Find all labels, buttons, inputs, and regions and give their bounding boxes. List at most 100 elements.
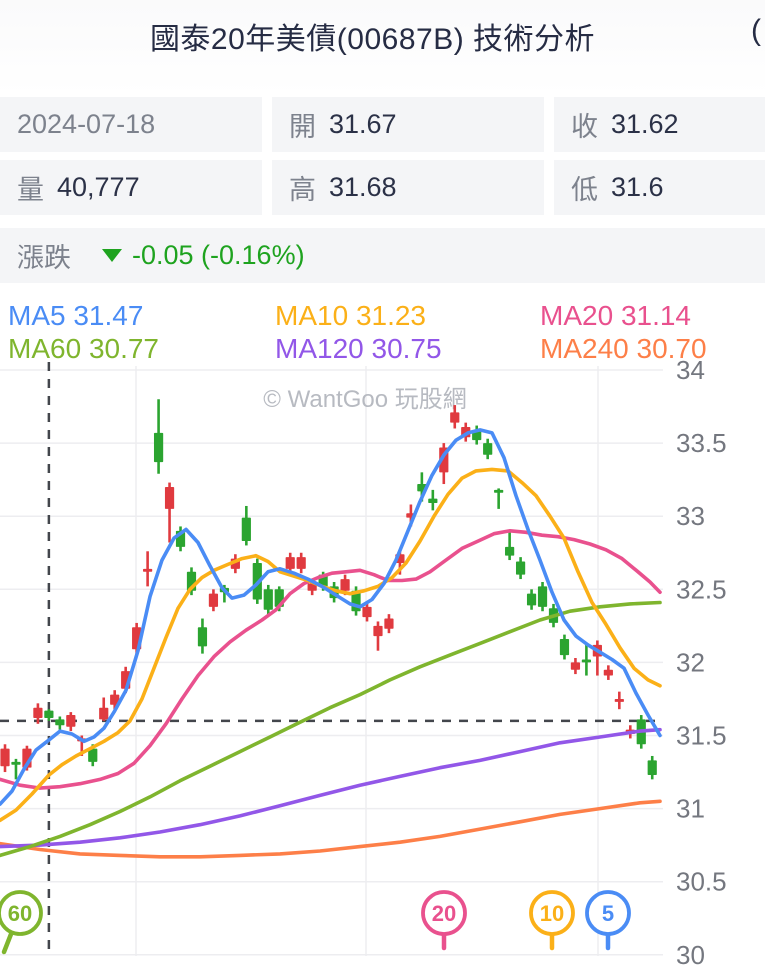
y-axis-label: 33.5 (676, 428, 727, 458)
quote-open-cell: 開 31.67 (272, 97, 544, 152)
candle-body[interactable] (99, 707, 109, 720)
ma120-value: 30.75 (371, 333, 442, 364)
ma-legend-item-ma240[interactable]: MA240 30.70 (540, 334, 765, 364)
ma-legend-item-ma60[interactable]: MA60 30.77 (8, 334, 275, 364)
change-label: 漲跌 (17, 243, 71, 273)
ma5-line[interactable] (0, 428, 662, 807)
candle-body[interactable] (559, 639, 570, 656)
ma-legend: MA5 31.47 MA10 31.23 MA20 31.14 MA60 30.… (8, 301, 765, 364)
ma120-line[interactable] (0, 727, 662, 849)
ma60-value: 30.77 (88, 333, 160, 364)
watermark: © WantGoo 玩股網 (263, 386, 467, 413)
y-axis-label: 30 (676, 940, 705, 967)
ma5-name: MA5 (8, 300, 66, 331)
y-axis-label: 33 (676, 501, 705, 531)
ma240-line[interactable] (0, 799, 662, 859)
high-label: 高 (289, 175, 316, 205)
candle-body[interactable] (340, 579, 350, 591)
candle-body[interactable] (241, 517, 251, 542)
ma-period-marker-circle (585, 890, 631, 936)
candle-body[interactable] (614, 698, 624, 702)
y-axis-label: 30.5 (676, 867, 727, 897)
quote-date: 2024-07-18 (17, 109, 156, 139)
y-axis-label: 32.5 (676, 574, 727, 604)
y-axis-label: 34 (676, 360, 705, 385)
close-label: 收 (571, 112, 598, 142)
ma-period-marker-circle (0, 890, 43, 936)
candle-body[interactable] (0, 748, 10, 767)
candle-body[interactable] (208, 593, 219, 607)
clipped-header-text: ( (751, 14, 761, 47)
candle-body[interactable] (384, 618, 394, 629)
ma5-value: 31.47 (73, 300, 144, 331)
ma10-name: MA10 (275, 300, 349, 331)
candle-body[interactable] (143, 568, 153, 572)
y-axis-label: 32 (676, 647, 705, 677)
candle-body[interactable] (515, 561, 526, 575)
ma20-value: 31.14 (620, 300, 692, 331)
candle-body[interactable] (263, 589, 273, 610)
candle-body[interactable] (296, 557, 306, 569)
ma60-name: MA60 (8, 333, 82, 364)
quote-table: 2024-07-18 開 31.67 收 31.62 量 40,777 高 31… (0, 97, 765, 215)
candle-body[interactable] (581, 659, 592, 663)
candle-body[interactable] (164, 486, 175, 509)
change-row: 漲跌 -0.05 (-0.16%) (0, 228, 765, 283)
candle-body[interactable] (494, 489, 504, 493)
ma240-value: 30.70 (636, 333, 707, 364)
y-axis-label: 31 (676, 794, 705, 824)
open-label: 開 (289, 112, 316, 142)
ma-period-marker-label: 10 (540, 901, 564, 926)
candle-body[interactable] (44, 710, 54, 718)
quote-close-cell: 收 31.62 (554, 97, 765, 152)
candle-body[interactable] (362, 606, 372, 618)
candle-body[interactable] (603, 669, 613, 676)
open-value: 31.67 (329, 109, 397, 139)
quote-low-cell: 低 31.6 (554, 160, 765, 215)
ma-legend-item-ma10[interactable]: MA10 31.23 (275, 301, 540, 331)
candle-body[interactable] (88, 748, 98, 762)
candle-body[interactable] (197, 627, 208, 647)
ma20-name: MA20 (540, 300, 614, 331)
triangle-down-icon (102, 249, 122, 262)
change-value: -0.05 (-0.16%) (132, 240, 305, 270)
y-axis-label: 31.5 (676, 721, 727, 751)
low-label: 低 (571, 175, 598, 205)
ma-legend-item-ma120[interactable]: MA120 30.75 (275, 334, 540, 364)
ma-period-marker-label: 60 (8, 901, 32, 926)
candle-body[interactable] (55, 719, 65, 726)
quote-volume-cell: 量 40,777 (0, 160, 262, 215)
candle-body[interactable] (285, 557, 295, 569)
candle-body[interactable] (428, 498, 438, 504)
candle-body[interactable] (66, 715, 76, 727)
candle-body[interactable] (647, 760, 657, 775)
ma60-line[interactable] (0, 600, 662, 858)
candle-body[interactable] (505, 546, 515, 556)
ma240-name: MA240 (540, 333, 629, 364)
candle-body[interactable] (450, 412, 460, 423)
candle-body[interactable] (110, 694, 120, 705)
page-title: 國泰20年美債(00687B) 技術分析 (149, 23, 596, 56)
candle-body[interactable] (570, 662, 581, 670)
ma20-line[interactable] (0, 529, 662, 790)
ma120-name: MA120 (275, 333, 364, 364)
high-value: 31.68 (329, 172, 397, 202)
candle-body[interactable] (153, 432, 164, 463)
candle-body[interactable] (526, 593, 537, 606)
close-value: 31.62 (611, 109, 679, 139)
candle-body[interactable] (307, 583, 317, 591)
low-value: 31.6 (611, 172, 664, 202)
ma-legend-item-ma20[interactable]: MA20 31.14 (540, 301, 765, 331)
quote-date-cell: 2024-07-18 (0, 97, 262, 152)
candlestick-chart[interactable]: © WantGoo 玩股網 60 20 10 5 34 33.5 33 32.5 32 31.5 31… (0, 360, 765, 967)
candle-body[interactable] (373, 625, 383, 637)
candle-body[interactable] (483, 443, 493, 455)
candle-body[interactable] (11, 761, 21, 765)
candle-body[interactable] (33, 707, 43, 718)
ma-period-marker-circle (421, 890, 467, 936)
ma-period-marker-circle (529, 890, 575, 936)
candle-body[interactable] (537, 586, 548, 607)
ma-legend-item-ma5[interactable]: MA5 31.47 (8, 301, 275, 331)
volume-value: 40,777 (57, 172, 140, 202)
